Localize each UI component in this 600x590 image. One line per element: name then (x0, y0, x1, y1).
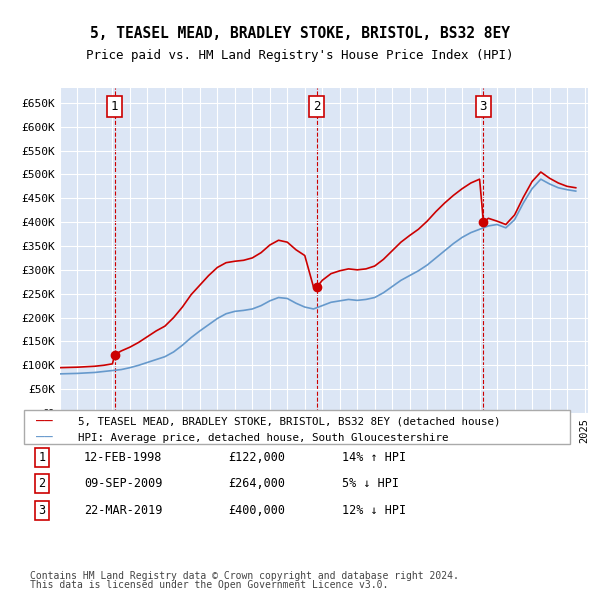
Text: Contains HM Land Registry data © Crown copyright and database right 2024.: Contains HM Land Registry data © Crown c… (30, 571, 459, 581)
Text: 12-FEB-1998: 12-FEB-1998 (84, 451, 163, 464)
Text: 2: 2 (313, 100, 320, 113)
Text: ——: —— (36, 431, 53, 445)
Text: 12% ↓ HPI: 12% ↓ HPI (342, 504, 406, 517)
Text: 5, TEASEL MEAD, BRADLEY STOKE, BRISTOL, BS32 8EY (detached house): 5, TEASEL MEAD, BRADLEY STOKE, BRISTOL, … (78, 417, 500, 427)
Text: 14% ↑ HPI: 14% ↑ HPI (342, 451, 406, 464)
Text: £264,000: £264,000 (228, 477, 285, 490)
Text: £122,000: £122,000 (228, 451, 285, 464)
Text: ——: —— (36, 431, 53, 445)
Text: 3: 3 (38, 504, 46, 517)
Text: This data is licensed under the Open Government Licence v3.0.: This data is licensed under the Open Gov… (30, 579, 388, 589)
Text: 22-MAR-2019: 22-MAR-2019 (84, 504, 163, 517)
Text: 5% ↓ HPI: 5% ↓ HPI (342, 477, 399, 490)
Text: ——: —— (36, 415, 53, 429)
Text: 2: 2 (38, 477, 46, 490)
Text: 1: 1 (111, 100, 118, 113)
Text: 5, TEASEL MEAD, BRADLEY STOKE, BRISTOL, BS32 8EY (detached house): 5, TEASEL MEAD, BRADLEY STOKE, BRISTOL, … (78, 417, 500, 427)
Text: £400,000: £400,000 (228, 504, 285, 517)
Text: ——: —— (36, 415, 53, 429)
Text: 1: 1 (38, 451, 46, 464)
Text: Price paid vs. HM Land Registry's House Price Index (HPI): Price paid vs. HM Land Registry's House … (86, 49, 514, 62)
Text: 5, TEASEL MEAD, BRADLEY STOKE, BRISTOL, BS32 8EY: 5, TEASEL MEAD, BRADLEY STOKE, BRISTOL, … (90, 27, 510, 41)
Text: 3: 3 (479, 100, 487, 113)
Text: HPI: Average price, detached house, South Gloucestershire: HPI: Average price, detached house, Sout… (78, 433, 449, 442)
Text: 09-SEP-2009: 09-SEP-2009 (84, 477, 163, 490)
Text: HPI: Average price, detached house, South Gloucestershire: HPI: Average price, detached house, Sout… (78, 433, 449, 442)
